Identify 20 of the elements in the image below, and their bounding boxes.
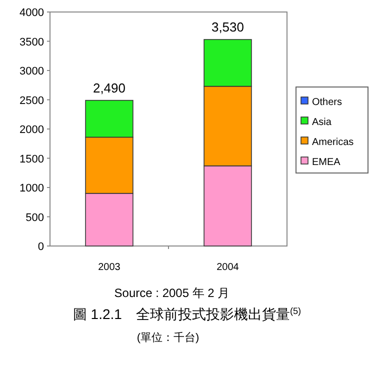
legend-label: Asia: [312, 117, 332, 128]
y-tick-label: 500: [26, 212, 44, 224]
total-label: 3,530: [211, 19, 244, 34]
y-tick-label: 3500: [20, 36, 44, 48]
x-tick-label: 2004: [216, 262, 240, 273]
text: 圖 1.2.1 全球前投式投影機出貨量$^{(5)}$: [72, 306, 302, 322]
y-tick-label: 0: [38, 241, 44, 253]
legend-label: Americas: [312, 137, 354, 148]
x-tick-label: 2003: [98, 262, 121, 273]
y-tick-label: 2500: [20, 94, 44, 107]
legend-label: EMEA: [312, 157, 341, 168]
y-tick-label: 1500: [20, 153, 44, 166]
y-tick-label: 2000: [20, 124, 44, 136]
y-tick-label: 3000: [20, 66, 44, 78]
legend-label: Others: [312, 97, 342, 108]
text: (單位：千台): [136, 331, 200, 344]
y-tick-label: 1000: [20, 182, 44, 194]
y-tick-label: 4000: [20, 7, 44, 19]
total-label: 2,490: [92, 80, 126, 96]
source-note: Source : 2005 年 2 月: [114, 286, 230, 300]
